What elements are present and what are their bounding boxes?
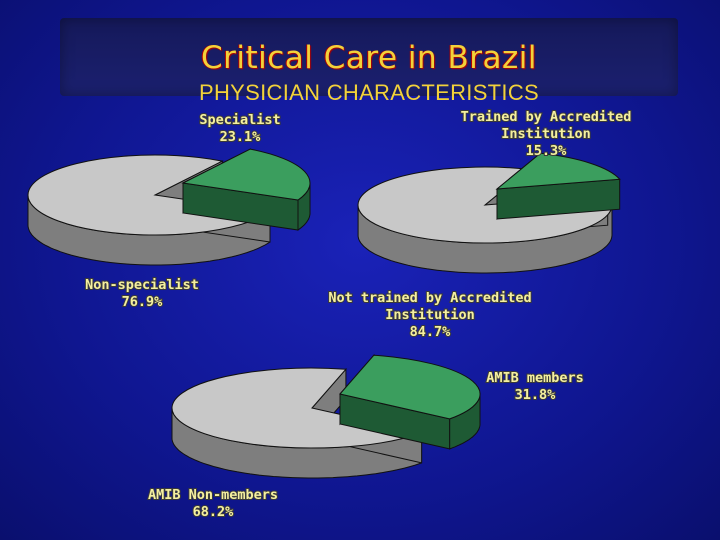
slice-label-line: Trained by Accredited — [461, 109, 632, 125]
slide-title: Critical Care in Brazil — [200, 40, 538, 76]
slice-label-line: 76.9% — [122, 294, 164, 310]
slide-subtitle: PHYSICIAN CHARACTERISTICS — [199, 80, 539, 105]
pie-slice — [339, 353, 481, 450]
slice-primary-top — [339, 354, 481, 420]
slice-label-line: Institution — [385, 307, 474, 323]
slice-label-line: 31.8% — [515, 387, 557, 403]
slice-label-line: AMIB Non-members — [148, 487, 278, 503]
slice-primary-top — [181, 148, 311, 201]
slice-label: Non-specialist 76.9% — [85, 277, 199, 310]
slice-label: AMIB members 31.8% — [486, 370, 584, 403]
pie-chart-2: Trained by Accredited Institution 15.3%Not… — [327, 108, 632, 341]
title-panel: Critical Care in Brazil PHYSICIAN CHARAC… — [60, 18, 678, 105]
slice-label: Not trained by Accredited Institution 84.7… — [328, 290, 531, 340]
slice-label-line: 84.7% — [410, 324, 452, 340]
slice-label-line: AMIB members — [486, 370, 584, 386]
slice-label-line: Non-specialist — [85, 277, 199, 293]
slice-label: Trained by Accredited Institution 15.3% — [461, 109, 632, 159]
slice-primary-top — [495, 152, 621, 190]
slice-label-line: Not trained by Accredited — [328, 290, 531, 306]
slice-label-line: Specialist — [199, 112, 280, 128]
pie-chart-1: Specialist 23.1% Non-specialist 76.9% — [27, 111, 311, 311]
pie-slice — [181, 148, 311, 231]
slice-label-line: 23.1% — [220, 129, 262, 145]
pie-chart-3: AMIB members 31.8% AMIB Non-members 68.2% — [147, 353, 585, 521]
pie-slice — [495, 152, 621, 221]
slice-rest-top — [357, 166, 613, 244]
slice-label-line: Institution — [501, 126, 590, 142]
slice-label-line: 15.3% — [526, 143, 568, 159]
slice-label: AMIB Non-members 68.2% — [148, 487, 278, 520]
slice-label: Specialist 23.1% — [199, 112, 280, 145]
slice-label-line: 68.2% — [193, 504, 235, 520]
